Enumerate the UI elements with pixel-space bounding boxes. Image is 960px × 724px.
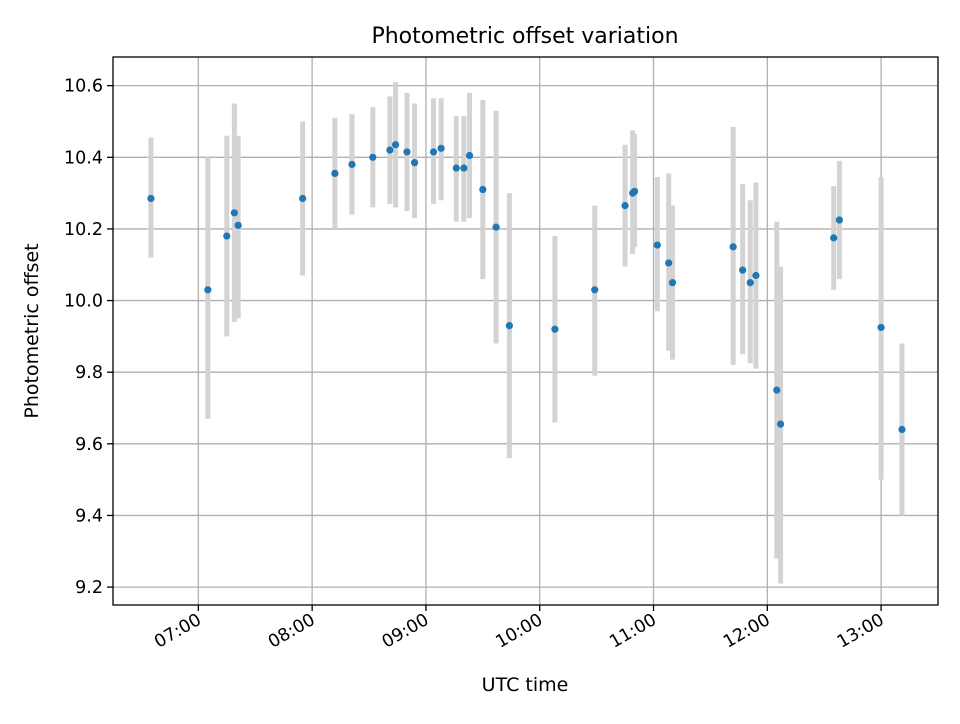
data-point [460, 164, 468, 172]
y-tick-label: 10.0 [64, 292, 103, 312]
data-point [223, 232, 231, 240]
data-point [591, 286, 599, 294]
y-tick-label: 9.8 [75, 363, 103, 383]
y-tick-label: 10.4 [64, 148, 103, 168]
plot-frame [112, 56, 939, 606]
data-point [551, 325, 559, 333]
data-point [369, 153, 377, 161]
data-point [877, 323, 885, 332]
data-point [230, 209, 238, 217]
y-tick-label: 10.6 [64, 77, 103, 97]
data-point [410, 159, 419, 167]
data-point [452, 164, 460, 172]
y-tick-label: 10.2 [64, 220, 103, 240]
data-point [348, 160, 356, 169]
x-axis-label: UTC time [482, 674, 569, 696]
data-point [630, 187, 639, 195]
data-point [492, 223, 500, 231]
data-point [204, 286, 212, 294]
data-point [668, 279, 677, 287]
data-point [429, 148, 438, 156]
data-point [465, 151, 474, 160]
data-point [746, 279, 754, 287]
data-point [898, 425, 906, 434]
data-point [729, 243, 737, 251]
y-axis: 9.2 9.4 9.6 9.8 10.0 10.2 10.4 10.6 [64, 77, 113, 598]
data-point [479, 185, 487, 194]
y-tick-label: 9.4 [75, 506, 103, 526]
data-point [234, 221, 242, 229]
y-tick-label: 9.2 [75, 578, 103, 598]
grid [113, 57, 938, 605]
data-point [437, 144, 445, 152]
data-point [299, 194, 307, 203]
data-point [835, 216, 843, 224]
data-point [653, 241, 661, 249]
data-point [391, 141, 400, 149]
y-axis-label: Photometric offset [21, 243, 43, 418]
data-point [621, 202, 629, 210]
data-point [505, 322, 513, 330]
y-tick-label: 9.6 [75, 435, 103, 455]
data-point [665, 259, 673, 267]
data-point [147, 194, 155, 203]
data-point [331, 169, 339, 178]
data-point [386, 146, 394, 154]
data-point [739, 266, 747, 274]
data-point [773, 386, 781, 394]
chart-title: Photometric offset variation [371, 24, 678, 49]
data-point [776, 420, 785, 428]
data-points [147, 141, 906, 434]
data-point [403, 148, 411, 156]
data-point [752, 271, 760, 280]
data-point [830, 234, 838, 242]
